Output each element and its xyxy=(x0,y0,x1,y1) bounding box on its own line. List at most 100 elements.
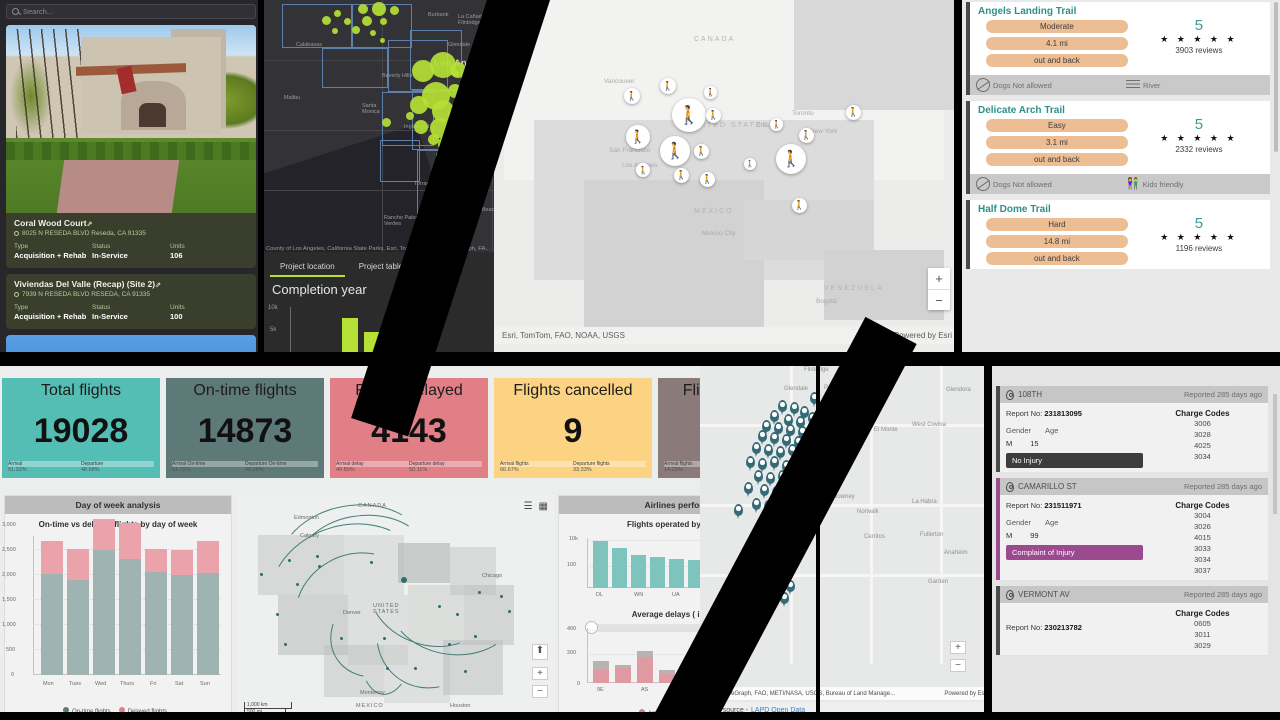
zoom-out-button[interactable]: − xyxy=(950,659,966,672)
attr-key: Type xyxy=(14,243,29,250)
trail-stars: ★ ★ ★ ★ ★ xyxy=(1160,232,1238,242)
city-label: Glendora xyxy=(946,387,971,393)
city-label: El Monte xyxy=(874,427,898,433)
trail-cluster-marker[interactable]: 🚶 xyxy=(694,144,709,159)
trail-distance-pill: 4.1 mi xyxy=(986,37,1128,50)
trail-cluster-marker[interactable]: 🚶 xyxy=(626,125,650,149)
trail-cluster-marker[interactable]: 🚶 xyxy=(706,108,721,123)
list-view-icon[interactable]: ☰ xyxy=(523,501,533,512)
zoom-in-button[interactable]: + xyxy=(935,271,943,286)
day-of-week-panel: Day of week analysis On-time vs delayed … xyxy=(2,495,232,720)
kpi-total-flights[interactable]: Total flights 19028 Arrival 51.32% Depar… xyxy=(2,378,160,478)
trail-score: 5 xyxy=(1194,116,1204,133)
external-link-icon[interactable]: ⇗ xyxy=(155,282,161,289)
trail-cluster-marker[interactable]: 🚶 xyxy=(672,98,706,132)
location-pin-icon xyxy=(14,231,19,236)
la-crime-map-panel[interactable]: Flintridge Glendale Pasadena Arcadia Gle… xyxy=(700,364,992,720)
property-card-highlighted[interactable] xyxy=(6,335,256,352)
flights-dashboard-panel: Total flights 19028 Arrival 51.32% Depar… xyxy=(0,364,820,720)
charge-code: 3006 xyxy=(1194,419,1211,428)
trail-cluster-marker[interactable]: 🚶 xyxy=(799,128,814,143)
scrollbar[interactable] xyxy=(1273,394,1277,514)
trail-card[interactable]: Angels Landing Trail Moderate 4.1 mi out… xyxy=(966,2,1270,95)
map-view-toggle[interactable]: ☰ ▦ xyxy=(524,501,548,512)
zoom-in-button[interactable]: + xyxy=(532,667,548,680)
trail-cluster-marker[interactable]: 🚶 xyxy=(770,118,783,131)
trail-card[interactable]: Half Dome Trail Hard 14.8 mi out and bac… xyxy=(966,200,1270,269)
attr-value: In-Service xyxy=(92,312,128,321)
scale-km: 1,000 km xyxy=(244,702,292,709)
scrollbar[interactable] xyxy=(1274,2,1278,152)
esri-trails-map-panel[interactable]: CANADA UNITED STATES MÉXICO VENEZUELA Va… xyxy=(494,0,960,352)
city-label: Norwalk xyxy=(857,509,879,515)
map-compass-icon[interactable]: ⬆ xyxy=(532,644,548,660)
trail-cluster-marker[interactable]: 🚶 xyxy=(660,136,690,166)
grid-view-icon[interactable]: ▦ xyxy=(538,501,548,512)
trail-difficulty-pill: Moderate xyxy=(986,20,1128,33)
trail-name[interactable]: Angels Landing Trail xyxy=(978,6,1077,17)
tab-project-location[interactable]: Project location xyxy=(270,258,345,277)
zoom-out-button[interactable]: − xyxy=(532,685,548,698)
kpi-flights-delayed[interactable]: Flights delayed 4143 Arrival delay 49.89… xyxy=(330,378,488,478)
trail-cluster-marker[interactable]: 🚶 xyxy=(636,163,650,177)
trail-cluster-marker[interactable]: 🚶 xyxy=(792,198,807,213)
property-attr-status: Status In-Service xyxy=(92,304,170,321)
flights-route-map[interactable]: ☰ ▦ ⬆ + − 1,000 km 500 mi CANADA UNITED S… xyxy=(238,495,554,720)
tab-project-table[interactable]: Project table xyxy=(358,262,404,271)
trail-name[interactable]: Half Dome Trail xyxy=(978,204,1051,215)
city-label-san-francisco: San Francisco xyxy=(609,147,651,154)
trail-cluster-marker[interactable]: 🚶 xyxy=(744,158,756,170)
property-title[interactable]: Viviendas Del Valle (Recap) (Site 2)⇗ xyxy=(14,279,248,289)
powered-by-esri: Powered by Esri xyxy=(893,331,952,340)
trail-cluster-marker[interactable]: 🚶 xyxy=(846,105,861,120)
incident-card[interactable]: VERMONT AV Reported 285 days ago Report … xyxy=(996,586,1268,655)
incident-card[interactable]: CAMARILLO ST Reported 285 days ago Repor… xyxy=(996,478,1268,580)
trail-cluster-marker[interactable]: 🚶 xyxy=(776,144,806,174)
lapd-open-data-link[interactable]: LAPD Open Data xyxy=(751,706,806,714)
search-input[interactable]: Search... xyxy=(6,4,256,19)
incident-card[interactable]: 108TH Reported 285 days ago Report No: 2… xyxy=(996,386,1268,472)
trail-cluster-marker[interactable]: 🚶 xyxy=(674,168,689,183)
city-label-vancouver: Vancouver xyxy=(604,78,635,85)
property-title[interactable]: Coral Wood Court⇗ xyxy=(14,218,248,228)
gender-header: Gender xyxy=(1006,426,1032,435)
age-header: Age xyxy=(1045,426,1059,435)
kids-icon: 👫 xyxy=(1126,177,1140,190)
zoom-in-button[interactable]: + xyxy=(950,641,966,654)
trail-cluster-marker[interactable]: 🚶 xyxy=(700,172,715,187)
incident-location-text: CAMARILLO ST xyxy=(1018,482,1077,491)
dow-chart-legend: On-time flights Delayed flights xyxy=(63,707,167,715)
incident-location: CAMARILLO ST xyxy=(1006,481,1077,492)
zoom-out-button[interactable]: − xyxy=(928,289,950,310)
attr-value: 100 xyxy=(170,312,183,321)
feature-kids: 👫 Kids friendly xyxy=(1120,177,1270,190)
trail-cluster-marker[interactable]: 🚶 xyxy=(660,78,676,94)
external-link-icon[interactable]: ⇗ xyxy=(86,221,93,228)
kpi-sub-value: 50.11% xyxy=(409,467,428,473)
map-label: Glendale xyxy=(448,42,471,48)
kpi-flights-cancelled[interactable]: Flights cancelled 9 Arrival flights 66.6… xyxy=(494,378,652,478)
property-address-text: 7939 N RESEDA BLVD RESEDA, CA 91335 xyxy=(22,291,151,298)
report-number: Report No: 231813095 xyxy=(1006,409,1082,418)
location-pin-icon xyxy=(1006,589,1014,600)
kpi-sub-key: Departure delay xyxy=(409,461,482,467)
trail-cluster-marker[interactable]: 🚶 xyxy=(704,86,717,99)
card-accent-bar xyxy=(966,101,970,194)
trail-cluster-marker[interactable]: 🚶 xyxy=(624,88,640,104)
kpi-on-time-flights[interactable]: On-time flights 14873 Arrival On-time 51… xyxy=(166,378,324,478)
trail-distance-pill: 14.8 mi xyxy=(986,235,1128,248)
property-card[interactable]: Coral Wood Court⇗ 8025 N RESEDA BLVD Res… xyxy=(6,25,256,268)
map-tabs[interactable]: Project location Project table xyxy=(270,258,413,277)
charge-code: 3026 xyxy=(1194,522,1211,531)
map-zoom-controls[interactable]: + − xyxy=(928,268,950,310)
city-label: Fullerton xyxy=(920,532,944,538)
trail-card[interactable]: Delicate Arch Trail Easy 3.1 mi out and … xyxy=(966,101,1270,194)
region-label-mexico: MÉXICO xyxy=(694,208,734,215)
incident-location-text: VERMONT AV xyxy=(1018,590,1070,599)
map-attribution: County of Los Angeles, California State … xyxy=(266,246,491,252)
property-card[interactable]: Viviendas Del Valle (Recap) (Site 2)⇗ 79… xyxy=(6,274,256,329)
y-tick-5k: 5k xyxy=(270,327,277,333)
property-attr-status: Status In-Service xyxy=(92,243,170,260)
trail-features: Dogs Not allowed 👫 Kids friendly xyxy=(970,174,1270,194)
trail-name[interactable]: Delicate Arch Trail xyxy=(978,105,1065,116)
